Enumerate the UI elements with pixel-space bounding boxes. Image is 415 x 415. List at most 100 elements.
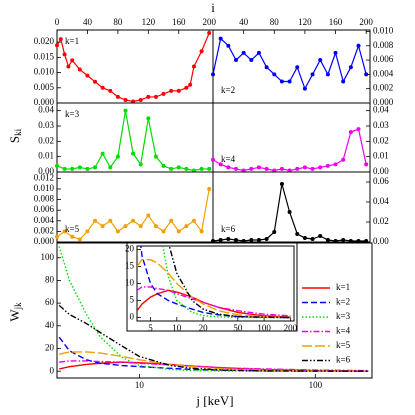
data-point bbox=[199, 49, 204, 54]
series-line bbox=[59, 360, 369, 372]
series-line bbox=[56, 32, 210, 103]
data-point bbox=[226, 165, 231, 170]
y-tick-label: 0.010 bbox=[34, 67, 55, 77]
y-tick-label: 0.000 bbox=[34, 236, 55, 246]
axis-title-sub: jk bbox=[13, 302, 23, 311]
data-point bbox=[123, 224, 128, 229]
data-point bbox=[364, 239, 369, 243]
series-group bbox=[58, 246, 369, 372]
data-point bbox=[310, 237, 315, 241]
data-point bbox=[295, 232, 300, 236]
panel-label: k=3 bbox=[65, 109, 80, 119]
x-tick-label: 0 bbox=[55, 17, 60, 27]
data-point bbox=[211, 157, 215, 162]
y-tick-label: 0.004 bbox=[373, 68, 394, 78]
data-point bbox=[100, 85, 105, 90]
panel-frame bbox=[56, 171, 214, 243]
data-point bbox=[176, 165, 181, 170]
data-point bbox=[241, 50, 246, 55]
axis-title: j [keV] bbox=[195, 393, 233, 408]
x-tick-label: 40 bbox=[239, 17, 249, 27]
data-point bbox=[333, 50, 338, 55]
y-tick-label: 0.01 bbox=[373, 151, 389, 161]
data-point bbox=[318, 165, 323, 170]
x-tick-label: 120 bbox=[142, 17, 156, 27]
data-point bbox=[70, 166, 75, 171]
y-tick-label: 0.006 bbox=[34, 204, 55, 214]
x-tick-label: 20 bbox=[199, 323, 209, 333]
data-point bbox=[169, 166, 174, 171]
data-point bbox=[226, 43, 231, 48]
y-tick-label: 0 bbox=[130, 312, 135, 322]
y-tick-label: 0.04 bbox=[38, 105, 54, 115]
data-point bbox=[310, 72, 315, 77]
y-tick-label: 0.002 bbox=[34, 225, 54, 235]
data-point bbox=[310, 166, 315, 171]
data-point bbox=[233, 238, 238, 242]
series-line bbox=[56, 188, 210, 241]
data-point bbox=[153, 224, 158, 229]
y-tick-label: 0.03 bbox=[373, 120, 389, 130]
data-point bbox=[184, 224, 189, 229]
data-point bbox=[55, 43, 59, 48]
data-point bbox=[211, 239, 215, 243]
data-point bbox=[233, 58, 238, 63]
y-tick-label: 0.04 bbox=[373, 105, 389, 115]
data-point bbox=[161, 91, 166, 96]
y-tick-label: 0.02 bbox=[373, 216, 389, 226]
data-point bbox=[207, 186, 212, 191]
series-group bbox=[137, 246, 291, 319]
data-point bbox=[264, 166, 269, 171]
data-point bbox=[249, 166, 254, 171]
data-point bbox=[364, 162, 369, 167]
data-point bbox=[93, 218, 98, 223]
legend-label: k=5 bbox=[336, 340, 351, 350]
data-point bbox=[93, 165, 98, 170]
y-tick-label: 0.006 bbox=[373, 54, 394, 64]
axis-title: Wjk bbox=[7, 302, 23, 322]
data-point bbox=[131, 99, 136, 104]
y-tick-label: 0.01 bbox=[38, 151, 54, 161]
data-point bbox=[364, 72, 369, 77]
x-tick-label: 5 bbox=[148, 323, 153, 333]
data-point bbox=[176, 229, 181, 234]
y-tick-label: 0.000 bbox=[373, 97, 394, 107]
data-point bbox=[146, 94, 151, 99]
data-point bbox=[62, 229, 67, 234]
data-point bbox=[256, 50, 261, 55]
data-point bbox=[184, 166, 189, 171]
data-point bbox=[115, 229, 120, 234]
y-tick-label: 0.06 bbox=[373, 176, 389, 186]
series-line bbox=[162, 246, 291, 319]
y-tick-label: 0.004 bbox=[34, 215, 55, 225]
data-point bbox=[138, 162, 143, 167]
panel-frame bbox=[56, 102, 214, 173]
data-point bbox=[256, 165, 261, 170]
data-point bbox=[256, 238, 261, 242]
y-tick-label: 0.000 bbox=[34, 97, 55, 107]
axis-title: Ski bbox=[7, 128, 23, 143]
data-point bbox=[272, 230, 277, 234]
data-point bbox=[191, 168, 196, 173]
y-tick-label: 0.02 bbox=[38, 135, 54, 145]
data-point bbox=[62, 166, 67, 171]
series-line bbox=[168, 246, 291, 319]
data-point bbox=[108, 88, 113, 93]
data-point bbox=[279, 182, 284, 186]
data-point bbox=[191, 64, 196, 69]
data-point bbox=[348, 239, 353, 243]
data-point bbox=[264, 237, 269, 241]
data-point bbox=[226, 237, 231, 241]
data-point bbox=[138, 224, 143, 229]
data-point bbox=[55, 234, 59, 239]
data-point bbox=[131, 218, 136, 223]
panel-label: k=4 bbox=[221, 154, 236, 164]
data-point bbox=[77, 67, 82, 72]
data-point bbox=[191, 218, 196, 223]
data-point bbox=[302, 165, 307, 170]
data-point bbox=[318, 58, 323, 63]
data-point bbox=[287, 210, 292, 214]
data-point bbox=[115, 94, 120, 99]
data-point bbox=[279, 79, 284, 84]
